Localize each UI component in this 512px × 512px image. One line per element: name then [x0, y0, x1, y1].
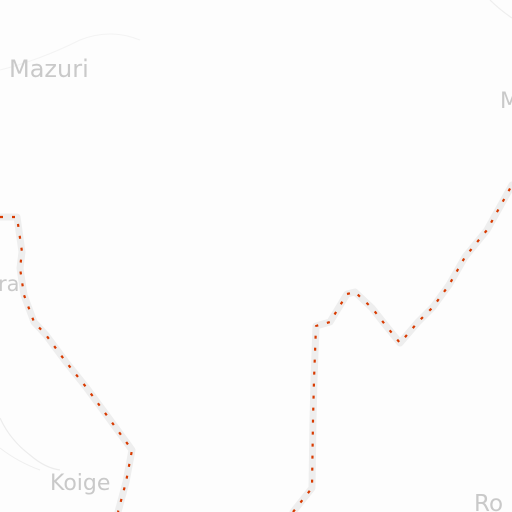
terrain-line	[0, 33, 141, 71]
admin-boundary-casing	[0, 181, 512, 512]
place-label-ra-partial[interactable]: ra	[0, 272, 20, 296]
place-label-koige[interactable]: Koige	[50, 471, 111, 496]
minor-road	[489, 0, 512, 19]
place-label-ro-partial[interactable]: Ro	[474, 491, 504, 512]
minor-road	[0, 447, 41, 471]
place-label-m-partial[interactable]: M	[500, 89, 512, 114]
admin-boundary-line	[0, 184, 512, 512]
place-label-mazuri[interactable]: Mazuri	[9, 55, 89, 83]
minor-road	[0, 417, 61, 471]
